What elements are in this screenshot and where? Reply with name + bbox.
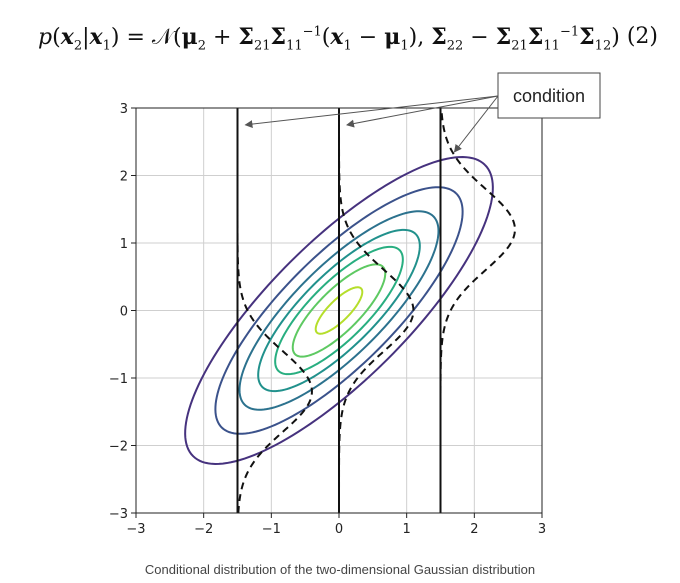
condition-annotation: condition — [244, 72, 601, 153]
x-tick-label: 1 — [403, 522, 411, 537]
x-tick-label: 2 — [470, 522, 478, 537]
condition-label: condition — [513, 86, 585, 106]
axis-ticks: −3 −2 −1 0 1 2 3 3 2 1 0 −1 −2 −3 — [109, 102, 546, 537]
x-tick-label: 3 — [538, 522, 546, 537]
condition-label-box — [497, 72, 601, 119]
contour-line — [291, 263, 387, 358]
contour-line — [238, 210, 440, 411]
figure-caption: Conditional distribution of the two-dime… — [144, 562, 536, 577]
y-tick-label: 2 — [120, 170, 128, 185]
contour-line — [314, 286, 364, 335]
equation: p(x2|x1) = 𝒩(μ2 + Σ21Σ11−1(x1 − μ1), Σ22… — [38, 16, 658, 62]
x-tick-label: −2 — [194, 522, 213, 537]
y-tick-label: −2 — [109, 440, 128, 455]
x-tick-label: −3 — [126, 522, 145, 537]
contour-line — [274, 245, 404, 376]
y-tick-label: 0 — [120, 305, 128, 320]
contour-line — [184, 156, 494, 465]
conditional-densities — [236, 108, 516, 513]
conditional-density-curve — [338, 108, 415, 513]
x-tick-label: 0 — [335, 522, 343, 537]
equation-number: (2) — [626, 24, 658, 49]
y-tick-label: −1 — [109, 372, 128, 387]
y-tick-label: 3 — [120, 102, 128, 117]
contour-lines — [184, 156, 494, 465]
equation-formula: p(x2|x1) = 𝒩(μ2 + Σ21Σ11−1(x1 − μ1), Σ22… — [38, 24, 620, 54]
x-tick-label: −1 — [262, 522, 281, 537]
conditional-density-curve — [236, 108, 313, 513]
contour-line — [257, 228, 421, 393]
annotation-arrow — [244, 95, 499, 129]
annotation-arrow — [346, 95, 499, 128]
annotation-arrow — [453, 95, 499, 153]
y-tick-label: 1 — [120, 237, 128, 252]
y-tick-label: −3 — [109, 507, 128, 522]
contour-line — [214, 186, 464, 435]
